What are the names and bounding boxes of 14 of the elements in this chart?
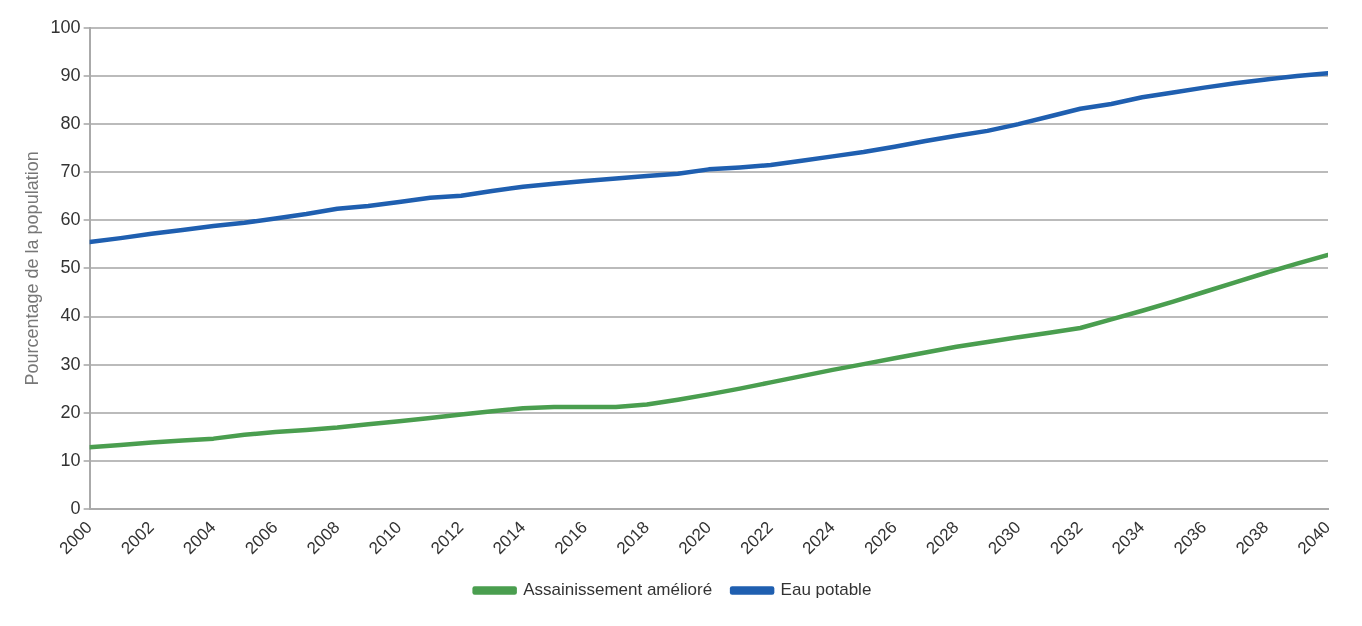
legend-label: Assainissement amélioré bbox=[523, 580, 713, 600]
y-tick-label: 90 bbox=[60, 65, 81, 86]
y-tick-label: 10 bbox=[60, 449, 81, 470]
y-tick-label: 50 bbox=[60, 257, 81, 278]
y-tick-label: 60 bbox=[60, 209, 81, 230]
y-tick-label: 20 bbox=[60, 401, 81, 422]
legend-label: Eau potable bbox=[780, 580, 872, 600]
y-tick-label: 40 bbox=[60, 305, 81, 326]
y-tick-label: 0 bbox=[70, 497, 81, 518]
y-tick-label: 80 bbox=[60, 113, 81, 134]
y-tick-label: 100 bbox=[50, 16, 81, 37]
y-tick-label: 70 bbox=[60, 161, 81, 182]
y-axis-title: Pourcentage de la population bbox=[21, 151, 42, 386]
y-tick-label: 30 bbox=[60, 353, 81, 374]
